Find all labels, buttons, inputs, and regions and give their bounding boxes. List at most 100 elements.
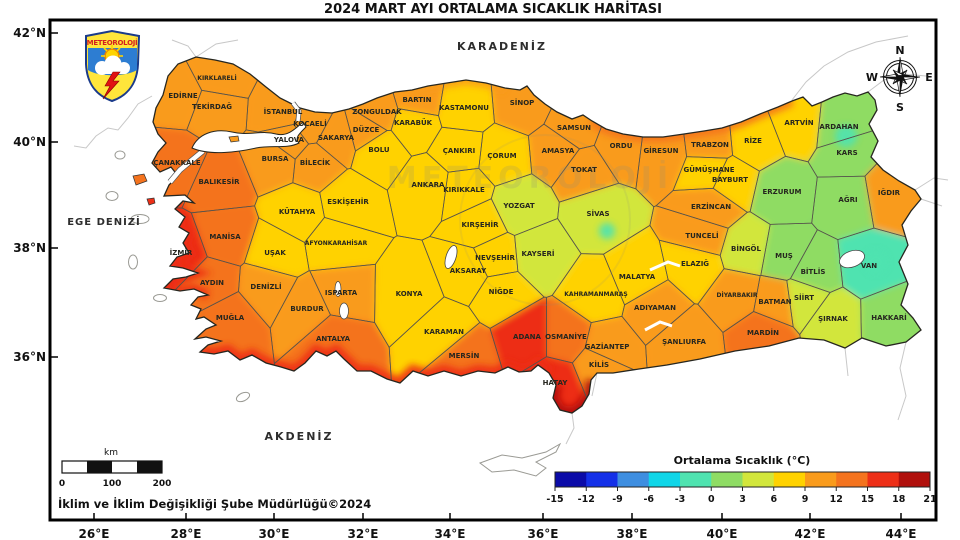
province-label: BAYBURT [712, 176, 748, 184]
marmara-sea [191, 121, 307, 154]
longitude-label: 30°E [259, 527, 290, 540]
legend-tick-label: 15 [861, 494, 874, 505]
compass-s-label: S [896, 101, 904, 114]
aegean-sea-label: EGE DENİZİ [67, 214, 141, 228]
longitude-label: 34°E [435, 527, 466, 540]
latitude-label: 40°N [13, 135, 46, 149]
legend-color-swatch [805, 472, 837, 487]
province-label: AKSARAY [450, 267, 487, 275]
province-label: KİLİS [589, 360, 609, 369]
province-label: KARAMAN [424, 328, 464, 336]
scale-bar: km 0 100 200 [59, 448, 172, 489]
compass-rose: N W E S [866, 44, 933, 114]
legend-tick-label: 6 [770, 494, 777, 505]
watermark-ring [459, 134, 631, 306]
legend-tick-label: 0 [708, 494, 715, 505]
compass-e-label: E [925, 71, 933, 84]
province-label: SAKARYA [318, 134, 355, 142]
lake-van [839, 249, 865, 269]
province-label: DİYARBAKIR [717, 292, 758, 299]
logo-sun-rays [101, 45, 123, 57]
logo-text: METEOROLOJİ [87, 38, 138, 47]
scale-unit-label: km [104, 448, 118, 458]
longitude-label: 42°E [795, 527, 826, 540]
lake-beysehir [339, 302, 349, 320]
province-borders [152, 57, 921, 413]
legend-tick-label: -12 [578, 494, 595, 505]
province-label: HAKKARİ [871, 313, 907, 322]
legend-color-swatch [617, 472, 650, 487]
province-label: RİZE [744, 136, 762, 145]
province-label: KIRIKKALE [443, 186, 485, 194]
province-label: BURDUR [290, 305, 324, 313]
legend-tick-label: 3 [739, 494, 746, 505]
lake-egirdir [334, 281, 342, 297]
watermark: METEOROLOJİ [387, 160, 673, 196]
marmara-island [228, 135, 240, 143]
province-label: KAYSERİ [521, 249, 554, 258]
latitude-label: 36°N [13, 350, 46, 364]
province-label: ÇORUM [487, 152, 516, 160]
province-label: GİRESUN [643, 146, 678, 155]
legend-tick-label: 12 [830, 494, 843, 505]
longitude-label: 32°E [348, 527, 379, 540]
legend-color-swatch [680, 472, 712, 487]
province-label: BATMAN [758, 298, 791, 306]
scale-tick-label: 0 [59, 479, 65, 489]
province-label: ÇANKIRI [443, 147, 475, 155]
province-label: ERZURUM [763, 188, 802, 196]
province-label: BURSA [262, 155, 289, 163]
legend-tick-label: 18 [892, 494, 906, 505]
province-label: MERSİN [449, 351, 480, 360]
province-label: ŞIRNAK [818, 315, 848, 323]
province-label: BOLU [368, 146, 389, 154]
province-label: ADANA [513, 333, 542, 341]
province-label: KARABÜK [394, 118, 433, 127]
black-sea-label: KARADENİZ [457, 39, 547, 53]
province-label: AYDIN [200, 279, 224, 287]
latitude-axis: 42°N 40°N 38°N 36°N [13, 26, 58, 364]
province-label: KIRŞEHİR [461, 220, 499, 229]
longitude-label: 36°E [528, 527, 559, 540]
latitude-label: 38°N [13, 241, 46, 255]
province-label: YOZGAT [502, 202, 534, 210]
province-label: ELAZIĞ [681, 259, 709, 268]
province-label: DÜZCE [353, 125, 380, 134]
province-label: BİLECİK [300, 158, 331, 167]
compass-star-icon [879, 56, 921, 98]
province-label: OSMANİYE [545, 332, 587, 341]
longitude-label: 26°E [79, 527, 110, 540]
province-label: AMASYA [542, 147, 575, 155]
province-label: SİNOP [510, 98, 535, 107]
province-label: NİĞDE [489, 287, 514, 296]
legend-color-swatch [555, 472, 587, 487]
bozcaada-island [146, 197, 156, 206]
province-label: ARDAHAN [819, 123, 858, 131]
province-label: KONYA [396, 290, 423, 298]
province-label: KIRKLARELİ [197, 75, 236, 82]
province-label: TRABZON [691, 141, 729, 149]
keban-reservoir [649, 260, 681, 272]
province-label: DENİZLİ [250, 282, 281, 291]
legend-title: Ortalama Sıcaklık (°C) [674, 454, 811, 467]
ataturk-reservoir [644, 320, 673, 332]
scale-tick-label: 200 [153, 479, 172, 489]
longitude-label: 28°E [171, 527, 202, 540]
province-label: ADIYAMAN [634, 304, 676, 312]
samothraki-island [114, 150, 126, 160]
province-label: KASTAMONU [439, 104, 489, 112]
inland-water [167, 101, 865, 332]
chios-island [128, 254, 138, 270]
province-label: SİVAS [586, 209, 609, 218]
longitude-label: 38°E [617, 527, 648, 540]
legend-color-swatch [586, 472, 618, 487]
province-label: YALOVA [273, 136, 305, 144]
province-label: IĞDIR [878, 188, 901, 197]
legend-color-swatch [898, 472, 931, 487]
compass-n-label: N [895, 44, 904, 57]
limnos-island [105, 191, 119, 201]
mediterranean-sea-label: AKDENİZ [265, 429, 334, 443]
legend-tick-label: 9 [802, 494, 809, 505]
province-label: ŞANLIURFA [662, 338, 706, 346]
province-label: BALIKESİR [198, 177, 240, 186]
